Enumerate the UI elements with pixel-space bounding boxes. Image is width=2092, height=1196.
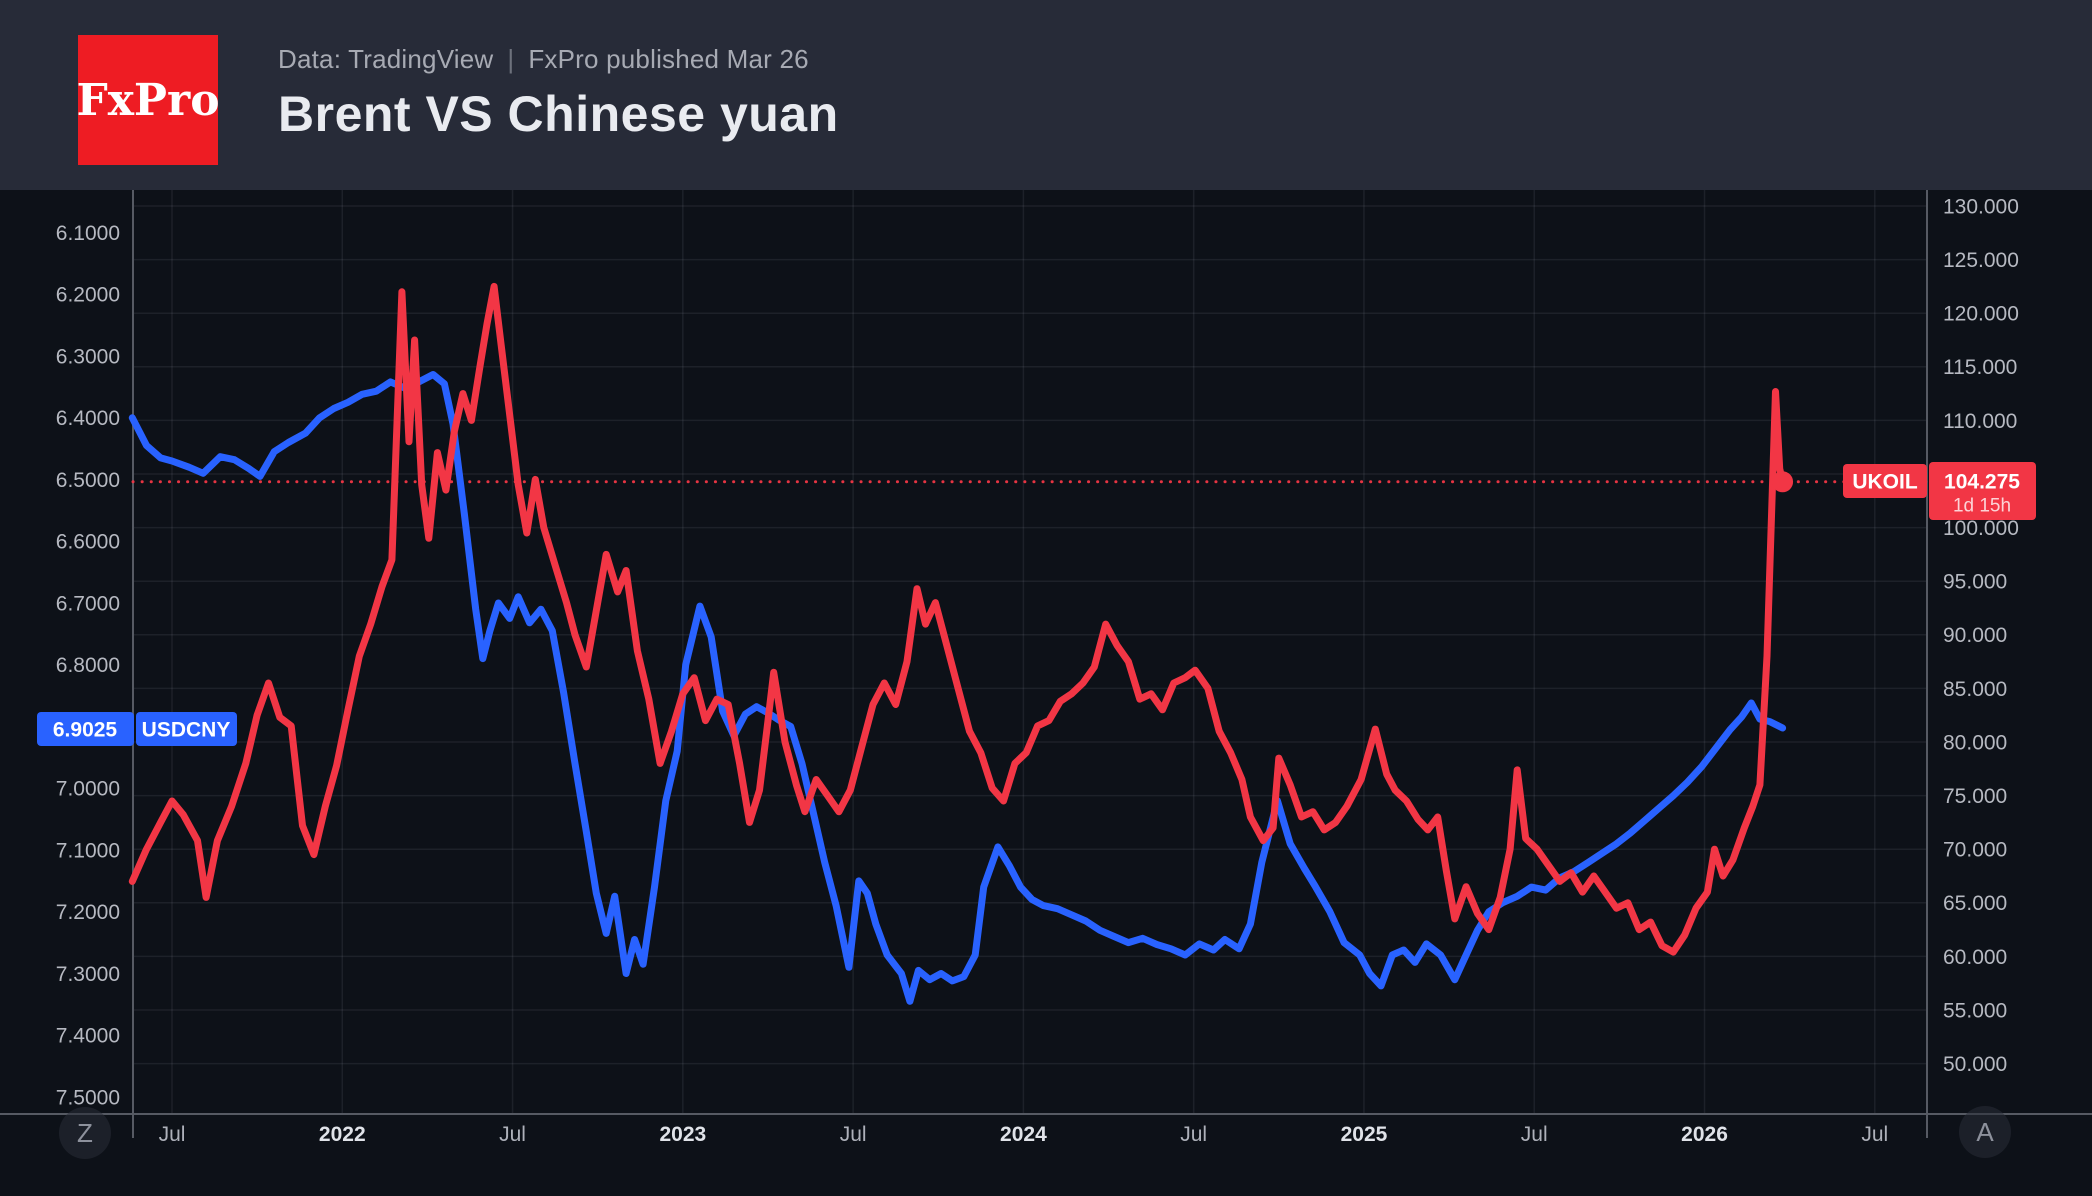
- ukoil-line-series: [128, 282, 1787, 956]
- right-axis-tick-label: 125.000: [1943, 249, 2019, 272]
- right-axis-tick-label: 65.000: [1943, 892, 2007, 915]
- right-axis-tick-label: 75.000: [1943, 785, 2007, 808]
- ukoil-last-point-marker: [1772, 471, 1794, 493]
- usdcny-line-series: [128, 371, 1787, 1005]
- x-axis-tick-label: Jul: [499, 1123, 526, 1146]
- header: FxPro Data: TradingView | FxPro published …: [0, 0, 2092, 190]
- scroll-right-button[interactable]: A: [1959, 1106, 2011, 1158]
- ukoil-price-badge-countdown: 1d 15h: [1953, 496, 2011, 517]
- chart-area: 6.1000 6.2000 6.3000 6.4000 6.5000 6.6000 6.70…: [0, 190, 2092, 1196]
- left-axis-tick-label: 7.4000: [56, 1025, 120, 1048]
- left-axis-tick-label: 7.3000: [56, 963, 120, 986]
- usdcny-symbol-tag: [136, 712, 237, 746]
- right-axis-tick-label: 70.000: [1943, 839, 2007, 862]
- x-axis-tick-label: 2024: [1000, 1123, 1047, 1146]
- x-axis-tick-label: Jul: [1180, 1123, 1207, 1146]
- x-axis-tick-label: Jul: [840, 1123, 867, 1146]
- x-axis-tick-label: 2025: [1341, 1123, 1388, 1146]
- left-axis-tick-label: 6.6000: [56, 531, 120, 554]
- left-axis-tick-label: 7.0000: [56, 778, 120, 801]
- right-axis-tick-label: 100.000: [1943, 517, 2019, 540]
- right-axis-tick-label: 80.000: [1943, 731, 2007, 754]
- right-axis-tick-label: 115.000: [1943, 356, 2017, 379]
- right-axis-tick-label: 50.000: [1943, 1053, 2007, 1076]
- data-source-label: Data: TradingView: [278, 44, 494, 74]
- x-axis-tick-label: 2022: [319, 1123, 366, 1146]
- left-axis-tick-label: 6.5000: [56, 469, 120, 492]
- left-axis-tick-label: 6.4000: [56, 407, 120, 430]
- right-axis-tick-label: 130.000: [1943, 195, 2019, 218]
- usdcny-price-badge-value: 6.9025: [53, 718, 118, 741]
- left-axis-tick-label: 7.5000: [56, 1086, 120, 1109]
- fxpro-logo-text: FxPro: [76, 74, 220, 126]
- x-axis-tick-label: Jul: [1861, 1123, 1888, 1146]
- ukoil-symbol-tag: [1843, 464, 1927, 498]
- subtitle: Data: TradingView | FxPro published Mar 26: [278, 44, 839, 75]
- right-axis-tick-label: 120.000: [1943, 303, 2019, 326]
- ukoil-price-badge-value: 104.275: [1944, 470, 2020, 493]
- x-axis-tick-label: 2023: [659, 1123, 706, 1146]
- subtitle-divider: |: [507, 44, 515, 74]
- usdcny-price-badge: [37, 712, 134, 746]
- ukoil-symbol-tag-label: UKOIL: [1852, 470, 1918, 493]
- right-axis-tick-label: 55.000: [1943, 999, 2007, 1022]
- x-axis-tick-label: Jul: [1521, 1123, 1548, 1146]
- x-axis-tick-label: 2026: [1681, 1123, 1728, 1146]
- ukoil-price-badge: [1929, 462, 2036, 520]
- right-axis-tick-label: 95.000: [1943, 571, 2007, 594]
- left-axis-tick-label: 7.2000: [56, 901, 120, 924]
- right-axis-tick-label: 85.000: [1943, 678, 2007, 701]
- right-axis-tick-label: 110.000: [1943, 410, 2017, 433]
- left-axis-tick-label: 6.1000: [56, 222, 120, 245]
- left-axis-tick-label: 7.1000: [56, 839, 120, 862]
- left-axis-tick-label: 6.3000: [56, 345, 120, 368]
- scroll-left-button[interactable]: Z: [59, 1107, 111, 1159]
- published-label: FxPro published Mar 26: [528, 44, 809, 74]
- left-axis-tick-label: 6.2000: [56, 284, 120, 307]
- left-axis-tick-label: 6.7000: [56, 592, 120, 615]
- fxpro-logo: FxPro: [76, 35, 220, 165]
- page-title: Brent VS Chinese yuan: [278, 86, 839, 142]
- chart-canvas[interactable]: 6.1000 6.2000 6.3000 6.4000 6.5000 6.6000 6.70…: [0, 190, 2092, 1196]
- right-axis-tick-label: 90.000: [1943, 624, 2007, 647]
- right-axis-tick-label: 60.000: [1943, 946, 2007, 969]
- header-text-block: Data: TradingView | FxPro published Mar 26…: [278, 44, 839, 143]
- x-axis-tick-label: Jul: [159, 1123, 186, 1146]
- usdcny-symbol-tag-label: USDCNY: [142, 718, 231, 741]
- left-axis-tick-label: 6.8000: [56, 654, 120, 677]
